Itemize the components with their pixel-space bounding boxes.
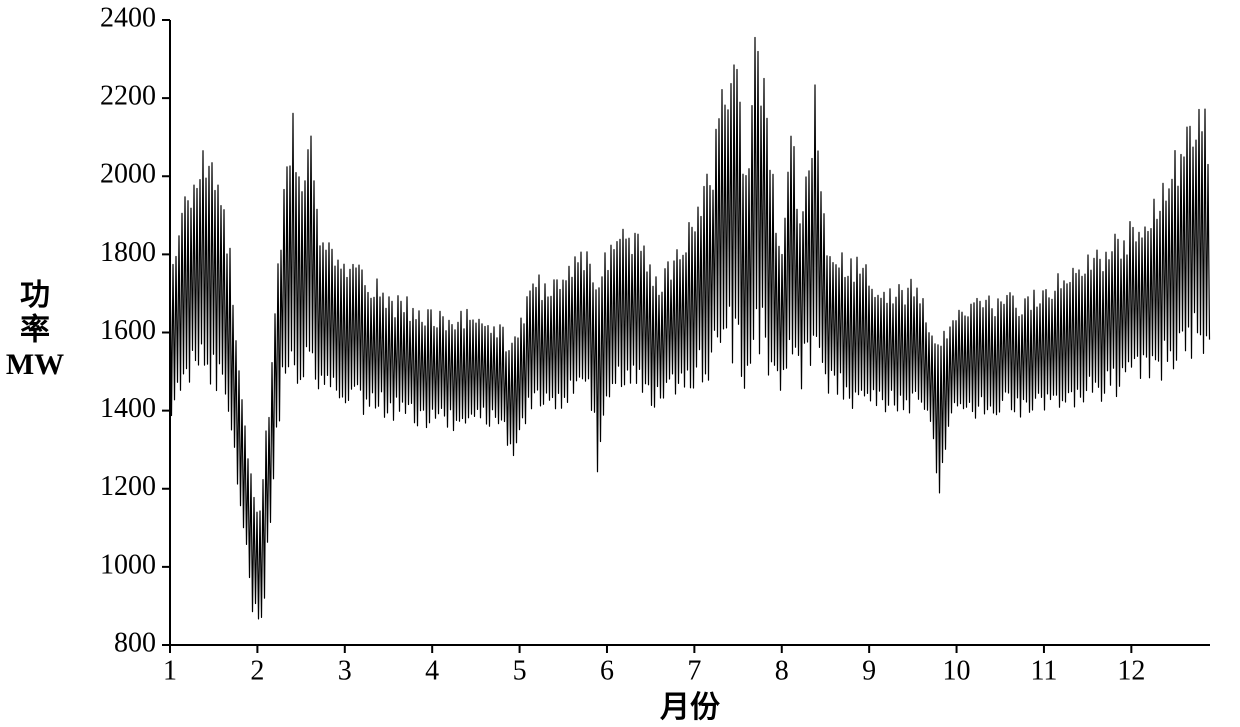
- y-tick-label: 1400: [100, 393, 156, 424]
- x-tick-label: 11: [1030, 656, 1057, 687]
- y-tick-label: 2200: [100, 81, 156, 112]
- y-tick-label: 1600: [100, 315, 156, 346]
- x-tick-label: 4: [425, 656, 439, 687]
- power-monthly-chart: 8001000120014001600180020002200240012345…: [0, 0, 1240, 727]
- y-tick-label: 2000: [100, 159, 156, 190]
- y-tick-label: 1000: [100, 549, 156, 580]
- x-tick-label: 1: [163, 656, 177, 687]
- x-tick-label: 9: [862, 656, 876, 687]
- x-tick-label: 2: [250, 656, 264, 687]
- y-axis-label: MW: [6, 348, 64, 381]
- x-tick-label: 10: [943, 656, 971, 687]
- x-tick-label: 6: [600, 656, 614, 687]
- x-tick-label: 3: [338, 656, 352, 687]
- x-tick-label: 12: [1117, 656, 1145, 687]
- y-axis-label: 率: [20, 313, 50, 346]
- y-axis-label: 功: [20, 279, 50, 312]
- chart-svg: 8001000120014001600180020002200240012345…: [0, 0, 1240, 727]
- y-tick-label: 1800: [100, 237, 156, 268]
- x-tick-label: 5: [513, 656, 527, 687]
- x-axis-label: 月份: [660, 691, 720, 724]
- x-tick-label: 8: [775, 656, 789, 687]
- y-tick-label: 1200: [100, 471, 156, 502]
- x-tick-label: 7: [687, 656, 701, 687]
- y-tick-label: 2400: [100, 2, 156, 33]
- y-tick-label: 800: [114, 627, 156, 658]
